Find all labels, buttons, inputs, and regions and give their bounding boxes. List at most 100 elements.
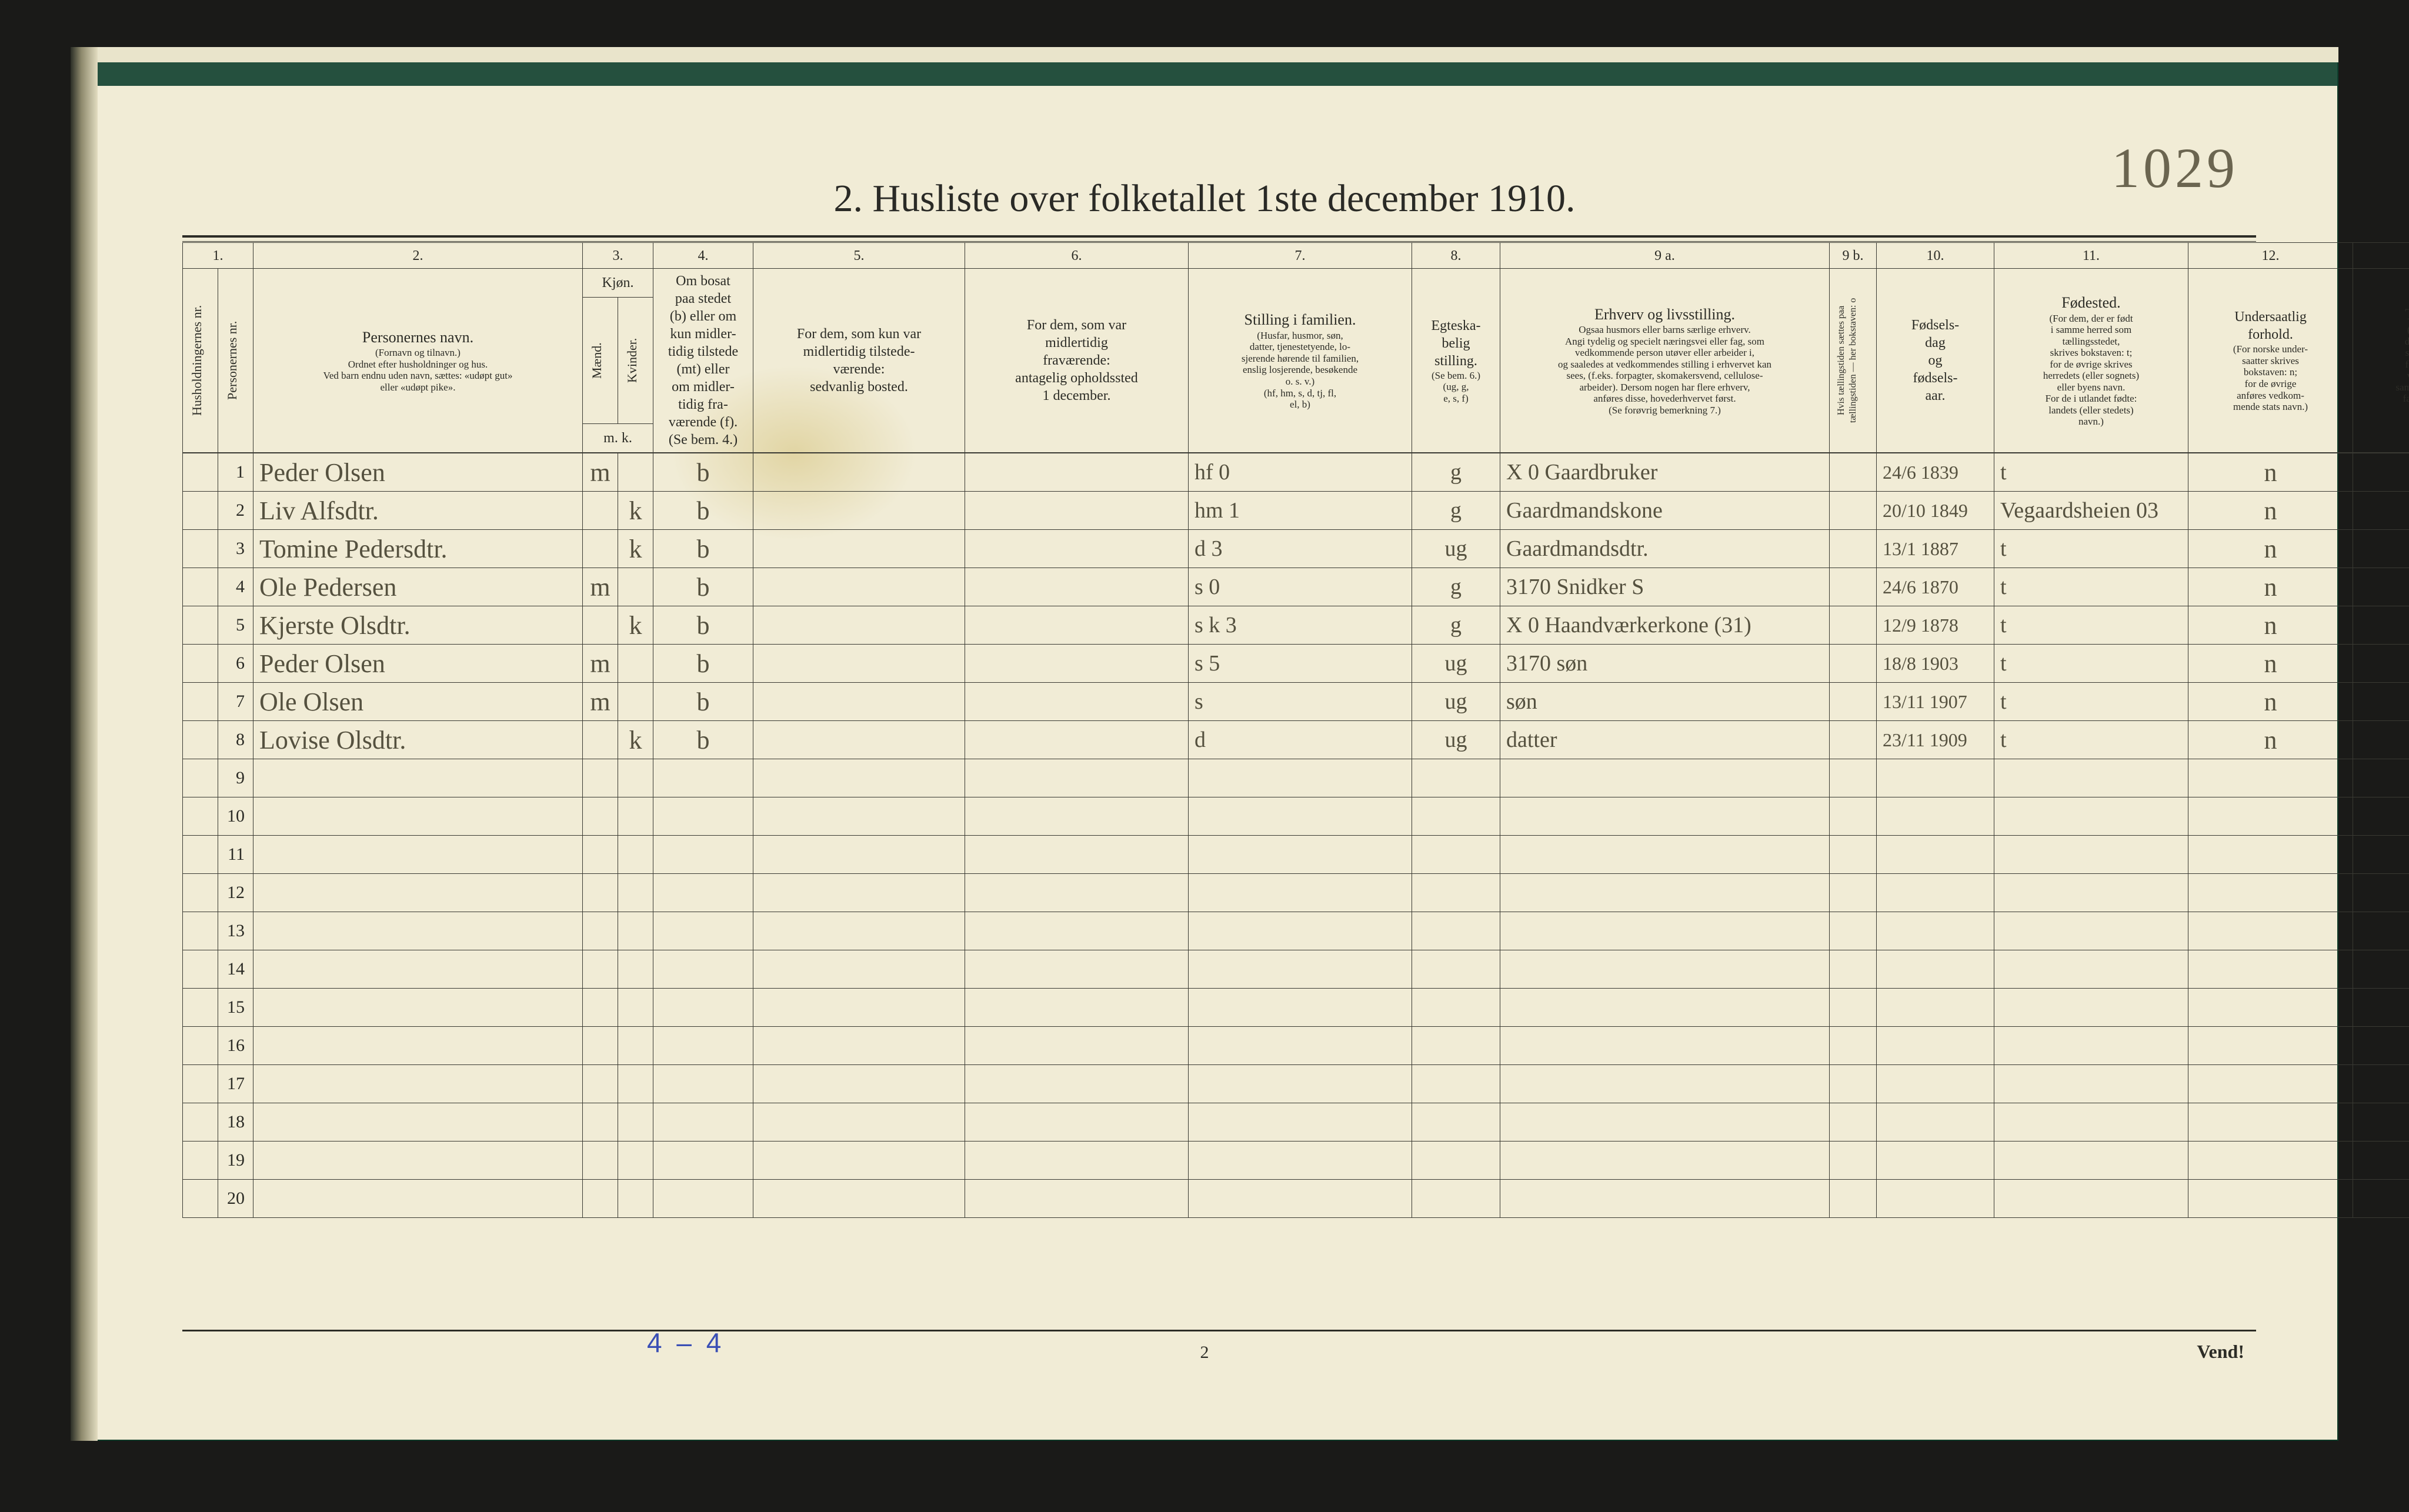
cell-blank (253, 1180, 583, 1218)
table-row: 8Lovise Olsdtr.kbdugdatter23/11 1909tns◟ (183, 721, 2409, 759)
cell-birthplace: t (1994, 606, 2188, 645)
cell-blank (753, 1065, 965, 1103)
cell-blank (253, 1065, 583, 1103)
cell-birthplace: t (1994, 453, 2188, 492)
cell-blank (1500, 874, 1830, 912)
cell-temp-absent (965, 606, 1189, 645)
cell-blank (1189, 874, 1412, 912)
book-spine (71, 47, 98, 1441)
cell-family-position: hf 0 (1189, 453, 1412, 492)
cell-name: Tomine Pedersdtr. (253, 530, 583, 568)
cell-blank (1500, 1180, 1830, 1218)
cell-person-no: 1 (218, 453, 253, 492)
colnum-11: 11. (1994, 243, 2188, 269)
cell-blank (965, 1027, 1189, 1065)
cell-9b (1830, 568, 1877, 606)
title-rule (182, 235, 2256, 242)
hdr-sex-m-label: Mænd. (588, 308, 606, 413)
cell-blank (1412, 1180, 1500, 1218)
cell-blank (2353, 950, 2409, 989)
cell-blank (618, 1103, 653, 1141)
column-number-row: 1. 2. 3. 4. 5. 6. 7. 8. 9 a. 9 b. 10. 11… (183, 243, 2409, 269)
hdr-occupation-sub: Ogsaa husmors eller barns særlige erhver… (1505, 324, 1824, 416)
cell-occupation: søn (1500, 683, 1830, 721)
cell-blank (1830, 874, 1877, 912)
cell-residence: b (653, 683, 753, 721)
cell-blank (583, 950, 618, 989)
hdr-marital-sub: (Se bem. 6.) (ug, g, e, s, f) (1417, 370, 1495, 405)
cell-blank (1994, 1103, 2188, 1141)
table-row: 7Ole Olsenmbsugsøn13/11 1907tns (183, 683, 2409, 721)
cell-blank (653, 797, 753, 836)
cell-blank (1500, 989, 1830, 1027)
cell-name: Ole Olsen (253, 683, 583, 721)
cell-blank (618, 874, 653, 912)
cell-birth: 13/1 1887 (1877, 530, 1994, 568)
cell-blank (1189, 912, 1412, 950)
cell-nationality: n (2188, 721, 2353, 759)
cell-household (183, 1027, 218, 1065)
cell-blank (253, 759, 583, 797)
cell-temp-absent (965, 683, 1189, 721)
cell-blank (2353, 912, 2409, 950)
cell-blank (965, 759, 1189, 797)
cell-family-position: hm 1 (1189, 492, 1412, 530)
cell-blank (618, 989, 653, 1027)
cell-household (183, 453, 218, 492)
hdr-9b: Hvis tællingstiden sættes paa tællingsti… (1830, 269, 1877, 453)
cell-blank (618, 912, 653, 950)
cell-blank (753, 912, 965, 950)
cell-blank (2353, 1065, 2409, 1103)
hdr-temp-absent: For dem, som var midlertidig fraværende:… (965, 269, 1189, 453)
cell-birthplace: Vegaardsheien 03 (1994, 492, 2188, 530)
cell-blank (2353, 874, 2409, 912)
cell-nationality: n (2188, 606, 2353, 645)
cell-blank (2188, 1180, 2353, 1218)
cell-blank (253, 1027, 583, 1065)
cell-blank (253, 874, 583, 912)
cell-marital: g (1412, 568, 1500, 606)
cell-name: Kjerste Olsdtr. (253, 606, 583, 645)
colnum-9b: 9 b. (1830, 243, 1877, 269)
cell-blank (1830, 797, 1877, 836)
cell-blank (1189, 1141, 1412, 1180)
cell-blank (583, 1180, 618, 1218)
cell-blank (1500, 759, 1830, 797)
header-main-row: Husholdningernes nr. Personernes nr. Per… (183, 269, 2409, 298)
cell-religion: s (2353, 721, 2409, 759)
cell-blank (1877, 1180, 1994, 1218)
cell-sex-m: m (583, 645, 618, 683)
binding-band (71, 62, 2338, 86)
colnum-12: 12. (2188, 243, 2353, 269)
cell-household (183, 683, 218, 721)
hdr-nationality-title: Undersaatlig forhold. (2193, 308, 2348, 343)
cell-blank (1830, 1141, 1877, 1180)
cell-sex-k (618, 568, 653, 606)
cell-household (183, 912, 218, 950)
hdr-sex-k-label: Kvinder. (623, 308, 642, 413)
hdr-household-no-label: Husholdningernes nr. (188, 285, 206, 436)
cell-marital: g (1412, 492, 1500, 530)
cell-9b (1830, 645, 1877, 683)
cell-blank (1830, 1027, 1877, 1065)
cell-blank (1189, 797, 1412, 836)
cell-blank (1412, 836, 1500, 874)
cell-blank (753, 1180, 965, 1218)
cell-blank (2188, 1141, 2353, 1180)
table-row: 16 (183, 1027, 2409, 1065)
cell-blank (1500, 912, 1830, 950)
table-row: 17 (183, 1065, 2409, 1103)
cell-temp-absent (965, 721, 1189, 759)
cell-occupation: X 0 Haandværkerkone (31) (1500, 606, 1830, 645)
cell-birth: 13/11 1907 (1877, 683, 1994, 721)
cell-person-no: 4 (218, 568, 253, 606)
cell-family-position: s 5 (1189, 645, 1412, 683)
cell-blank (965, 1103, 1189, 1141)
cell-blank (653, 1103, 753, 1141)
cell-blank (583, 874, 618, 912)
cell-name: Liv Alfsdtr. (253, 492, 583, 530)
table-row: 5Kjerste Olsdtr.kbs k 3gX 0 Haandværkerk… (183, 606, 2409, 645)
cell-household (183, 645, 218, 683)
cell-blank (1830, 836, 1877, 874)
cell-blank (2353, 759, 2409, 797)
